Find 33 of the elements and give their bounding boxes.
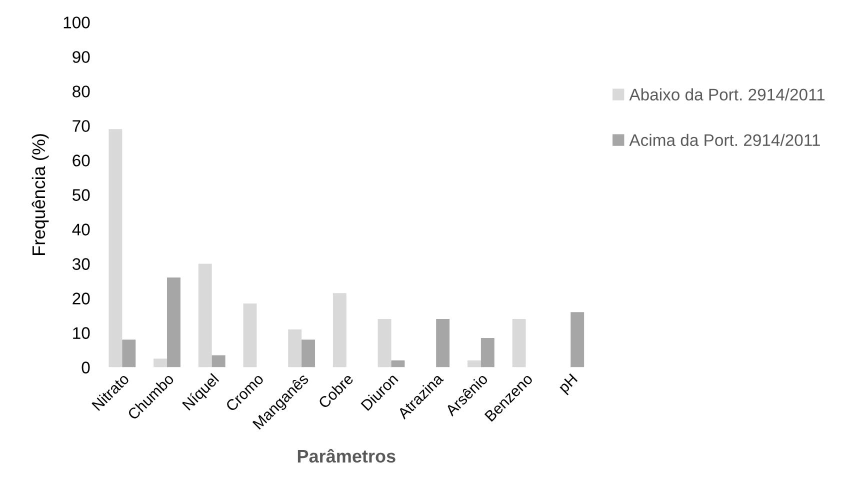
legend-label: Acima da Port. 2914/2011	[629, 134, 820, 146]
y-tick-label: 20	[72, 292, 90, 304]
x-tick-label: pH	[558, 373, 580, 396]
bar	[332, 293, 346, 368]
y-tick-label: 70	[72, 120, 90, 132]
y-tick-label: 0	[82, 362, 90, 374]
bar	[480, 338, 494, 368]
bar	[512, 318, 526, 368]
bar	[436, 318, 450, 368]
y-tick-label: 90	[72, 51, 90, 63]
y-tick-label: 40	[72, 224, 90, 236]
bar	[391, 360, 405, 368]
y-tick-label: 30	[72, 258, 90, 270]
x-axis-title: Parâmetros	[298, 448, 396, 463]
bar	[154, 358, 168, 368]
bar	[243, 303, 257, 368]
bar	[288, 329, 302, 368]
y-tick-label: 100	[64, 16, 90, 28]
bar	[212, 355, 226, 368]
bar	[167, 278, 180, 368]
bar	[467, 360, 481, 368]
y-tick-label: 50	[72, 189, 90, 201]
y-tick-label: 80	[72, 86, 90, 98]
y-tick-label: 10	[73, 327, 90, 339]
bar	[198, 264, 212, 368]
bar	[302, 340, 316, 368]
bar	[108, 129, 122, 368]
bar	[570, 312, 584, 368]
y-tick-label: 60	[72, 154, 90, 166]
bar	[378, 318, 392, 368]
legend-label: Abaixo da Port. 2914/2011	[629, 88, 825, 101]
bar	[122, 340, 136, 368]
y-axis-title: Frequência (%)	[32, 134, 49, 255]
